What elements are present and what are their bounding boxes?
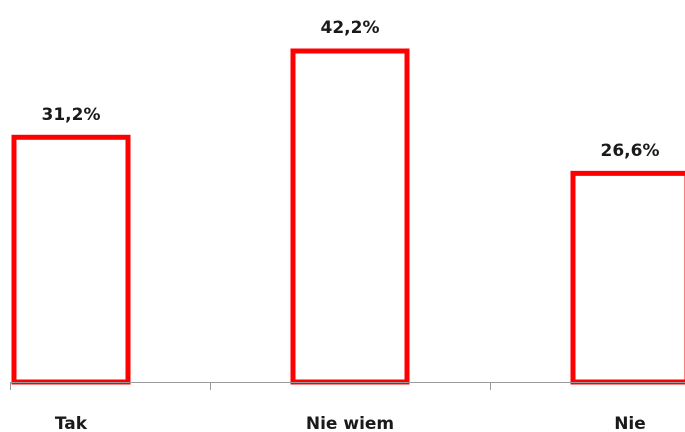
x-axis: [10, 382, 685, 390]
category-label-nie-wiem: Nie wiem: [306, 414, 394, 432]
bar-tak: [11, 134, 131, 385]
data-label-tak: 31,2%: [42, 105, 101, 125]
category-label-nie: Nie: [614, 414, 646, 432]
bars-group: [11, 48, 685, 385]
bar-nie: [570, 170, 685, 385]
category-label-tak: Tak: [55, 414, 88, 432]
bar-nie-wiem: [290, 48, 410, 385]
data-label-nie-wiem: 42,2%: [321, 18, 380, 38]
data-labels-group: 31,2% 42,2% 26,6%: [42, 18, 660, 161]
data-label-nie: 26,6%: [601, 141, 660, 161]
category-labels-group: Tak Nie wiem Nie: [55, 414, 646, 432]
